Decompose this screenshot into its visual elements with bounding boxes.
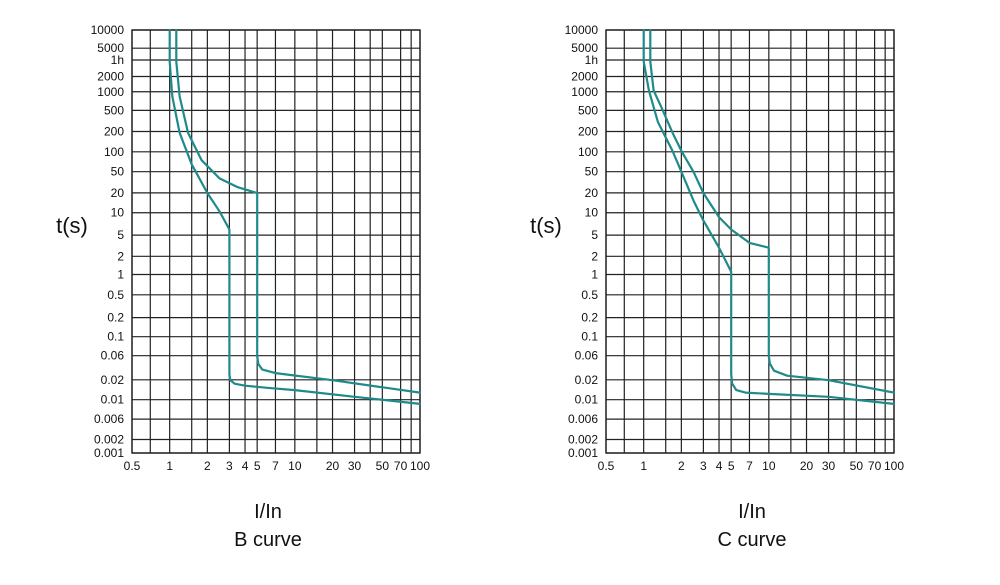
x-tick-label: 50 [376,459,390,473]
x-tick-label: 20 [326,459,340,473]
y-tick-label: 0.5 [581,288,598,302]
y-tick-label: 1 [117,267,124,281]
y-tick-label: 10 [111,206,125,220]
y-tick-label: 50 [111,165,125,179]
y-tick-label: 500 [578,103,598,117]
x-tick-label: 3 [226,459,233,473]
y-tick-label: 100 [104,145,124,159]
y-tick-label: 10000 [565,23,599,37]
y-tick-label: 0.006 [568,412,598,426]
x-tick-label: 5 [728,459,735,473]
y-tick-label: 1h [585,53,598,67]
x-tick-label: 20 [800,459,814,473]
x-tick-label: 4 [716,459,723,473]
y-tick-label: 200 [578,125,598,139]
y-tick-label: 0.001 [568,446,598,460]
y-tick-label: 2 [591,249,598,263]
x-tick-label: 2 [678,459,685,473]
y-tick-label: 500 [104,103,124,117]
y-tick-label: 100 [578,145,598,159]
series-line-1 [168,28,422,405]
chart-title: B curve [234,529,302,551]
x-tick-label: 70 [394,459,408,473]
y-axis-label: t(s) [530,213,562,238]
x-tick-label: 4 [242,459,249,473]
y-tick-label: 1000 [97,85,124,99]
y-tick-label: 2000 [97,70,124,84]
x-tick-label: 1 [640,459,647,473]
y-tick-label: 5 [591,228,598,242]
x-axis-label: I/In [738,501,766,523]
plot-border [131,29,421,454]
x-tick-label: 7 [746,459,753,473]
x-tick-label: 30 [822,459,836,473]
y-tick-label: 10 [585,206,599,220]
y-tick-label: 0.06 [575,349,599,363]
x-tick-label: 30 [348,459,362,473]
y-tick-label: 1000 [571,85,598,99]
y-tick-label: 2000 [571,70,598,84]
series-line-2 [649,28,896,394]
y-tick-label: 0.001 [94,446,124,460]
y-tick-label: 200 [104,125,124,139]
y-axis-label: t(s) [56,213,88,238]
x-tick-label: 0.5 [124,459,141,473]
y-tick-label: 1 [591,267,598,281]
y-tick-label: 10000 [91,23,125,37]
y-tick-label: 0.01 [101,393,125,407]
y-tick-label: 5 [117,228,124,242]
y-tick-label: 0.2 [107,311,124,325]
x-tick-label: 1 [166,459,173,473]
x-tick-label: 10 [762,459,776,473]
x-tick-label: 7 [272,459,279,473]
chart-title: C curve [718,529,787,551]
y-tick-label: 20 [585,186,599,200]
y-tick-label: 5000 [571,41,598,55]
x-tick-label: 100 [410,459,430,473]
x-tick-label: 70 [868,459,882,473]
y-tick-label: 0.1 [581,330,598,344]
x-tick-label: 100 [884,459,904,473]
y-tick-label: 0.02 [575,373,599,387]
y-tick-label: 0.06 [101,349,125,363]
x-tick-label: 3 [700,459,707,473]
y-tick-label: 0.5 [107,288,124,302]
y-tick-label: 1h [111,53,124,67]
y-tick-label: 0.01 [575,393,599,407]
y-tick-label: 20 [111,186,125,200]
x-tick-label: 2 [204,459,211,473]
x-tick-label: 10 [288,459,302,473]
y-tick-label: 0.2 [581,311,598,325]
x-tick-label: 0.5 [598,459,615,473]
plot-border [605,29,895,454]
series-line-2 [175,28,422,394]
y-tick-label: 0.002 [568,432,598,446]
y-tick-label: 50 [585,165,599,179]
x-tick-label: 50 [850,459,864,473]
x-tick-label: 5 [254,459,261,473]
x-axis-label: I/In [254,501,282,523]
series-line-1 [642,28,896,405]
y-tick-label: 0.02 [101,373,125,387]
y-tick-label: 5000 [97,41,124,55]
y-tick-label: 0.1 [107,330,124,344]
y-tick-label: 2 [117,249,124,263]
y-tick-label: 0.002 [94,432,124,446]
y-tick-label: 0.006 [94,412,124,426]
